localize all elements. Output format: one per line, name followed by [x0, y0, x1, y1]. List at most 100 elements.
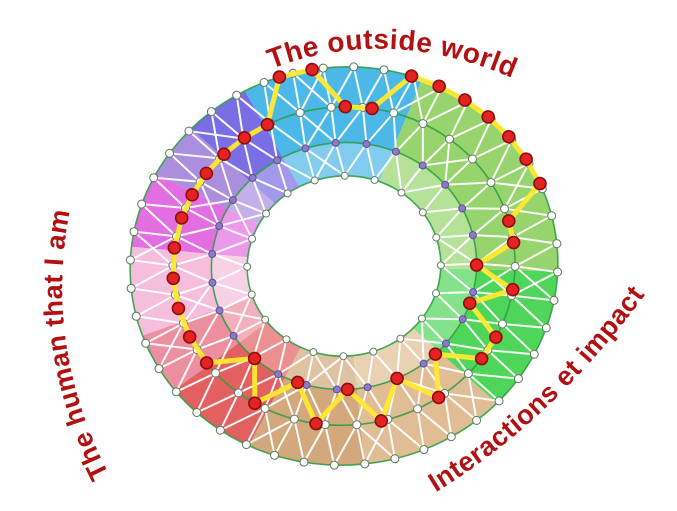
path-node: [237, 131, 252, 145]
path-node: [338, 99, 353, 114]
path-node: [182, 330, 197, 344]
ring-node: [283, 189, 292, 198]
ring-node: [129, 227, 139, 237]
ring-node: [215, 222, 224, 231]
ring-node: [318, 63, 328, 73]
ring-node: [349, 62, 359, 72]
path-node: [199, 356, 214, 370]
ring-node: [436, 261, 445, 270]
path-node: [290, 375, 305, 390]
ring-node: [472, 415, 482, 425]
ring-node: [261, 315, 270, 324]
ring-node: [541, 323, 551, 333]
ring-node: [552, 239, 562, 249]
path-node: [431, 390, 446, 405]
ring-node: [141, 338, 151, 348]
ring-node: [497, 319, 507, 329]
ring-node: [362, 139, 371, 148]
ring-node: [131, 311, 141, 321]
ring-node: [500, 204, 510, 214]
path-node: [174, 211, 189, 225]
ring-node: [510, 261, 520, 271]
ring-node: [513, 374, 523, 384]
ring-node: [391, 147, 400, 156]
path-node: [309, 416, 323, 431]
path-node: [462, 296, 477, 311]
path-node: [365, 101, 379, 116]
ring-node: [259, 77, 269, 87]
ring-node: [192, 407, 202, 417]
ring-node: [326, 102, 336, 112]
path-node: [474, 351, 489, 366]
ring-node: [299, 457, 309, 467]
ring-node: [369, 347, 378, 356]
path-node: [432, 79, 446, 94]
ring-node: [215, 306, 224, 315]
ring-node: [441, 180, 450, 189]
path-node: [167, 241, 182, 255]
ring-node: [232, 90, 242, 100]
path-node: [374, 414, 389, 428]
ring-node: [486, 177, 496, 187]
ring-node: [295, 108, 305, 118]
ring-node: [309, 348, 318, 357]
ring-node: [282, 335, 291, 344]
ring-node: [260, 403, 270, 413]
path-node: [340, 382, 355, 397]
ring-node: [432, 233, 441, 242]
ring-node: [529, 349, 539, 359]
ring-node: [553, 267, 563, 277]
path-node: [199, 166, 214, 181]
path-node: [217, 147, 231, 162]
label-the-human-that-i-am: The human that I am: [38, 207, 114, 486]
ring-node: [270, 450, 280, 460]
ring-node: [379, 65, 389, 75]
ring-node: [241, 440, 251, 450]
ring-node: [273, 156, 282, 165]
ring-node: [171, 387, 181, 397]
path-node: [506, 282, 520, 297]
ring-node: [463, 369, 473, 379]
ring-node: [363, 383, 372, 392]
ring-node: [397, 188, 406, 197]
ring-node: [339, 352, 348, 361]
path-node: [390, 371, 404, 386]
ring-node: [389, 108, 399, 118]
ring-node: [418, 161, 427, 170]
ring-node: [248, 173, 257, 182]
path-node: [501, 214, 516, 228]
ring-node: [417, 314, 426, 323]
path-node: [260, 117, 275, 132]
ring-node: [126, 283, 136, 293]
ring-node: [458, 204, 467, 213]
ring-node: [211, 368, 221, 378]
ring-node: [331, 138, 340, 147]
ring-node: [418, 119, 428, 129]
ring-node: [247, 290, 256, 299]
ring-node: [289, 414, 299, 424]
path-node: [247, 351, 262, 366]
path-node: [489, 330, 503, 345]
path-node: [469, 258, 484, 272]
ring-node: [370, 175, 379, 184]
path-node: [248, 396, 262, 410]
sector-green-bright: [413, 268, 558, 404]
ring-node: [332, 385, 341, 394]
ring-node: [418, 208, 427, 217]
ring-node: [340, 171, 349, 180]
ring-node: [274, 370, 283, 379]
ring-node: [149, 173, 159, 183]
ring-node: [248, 234, 257, 243]
ring-node: [137, 199, 147, 209]
ring-node: [413, 404, 423, 414]
ring-node: [262, 209, 271, 218]
sector-purple-light: [155, 128, 275, 225]
ring-node: [208, 278, 217, 287]
path-node: [185, 187, 199, 202]
ring-node: [165, 148, 175, 158]
ring-node: [549, 295, 559, 305]
path-node: [404, 69, 419, 83]
ring-node: [396, 334, 405, 343]
